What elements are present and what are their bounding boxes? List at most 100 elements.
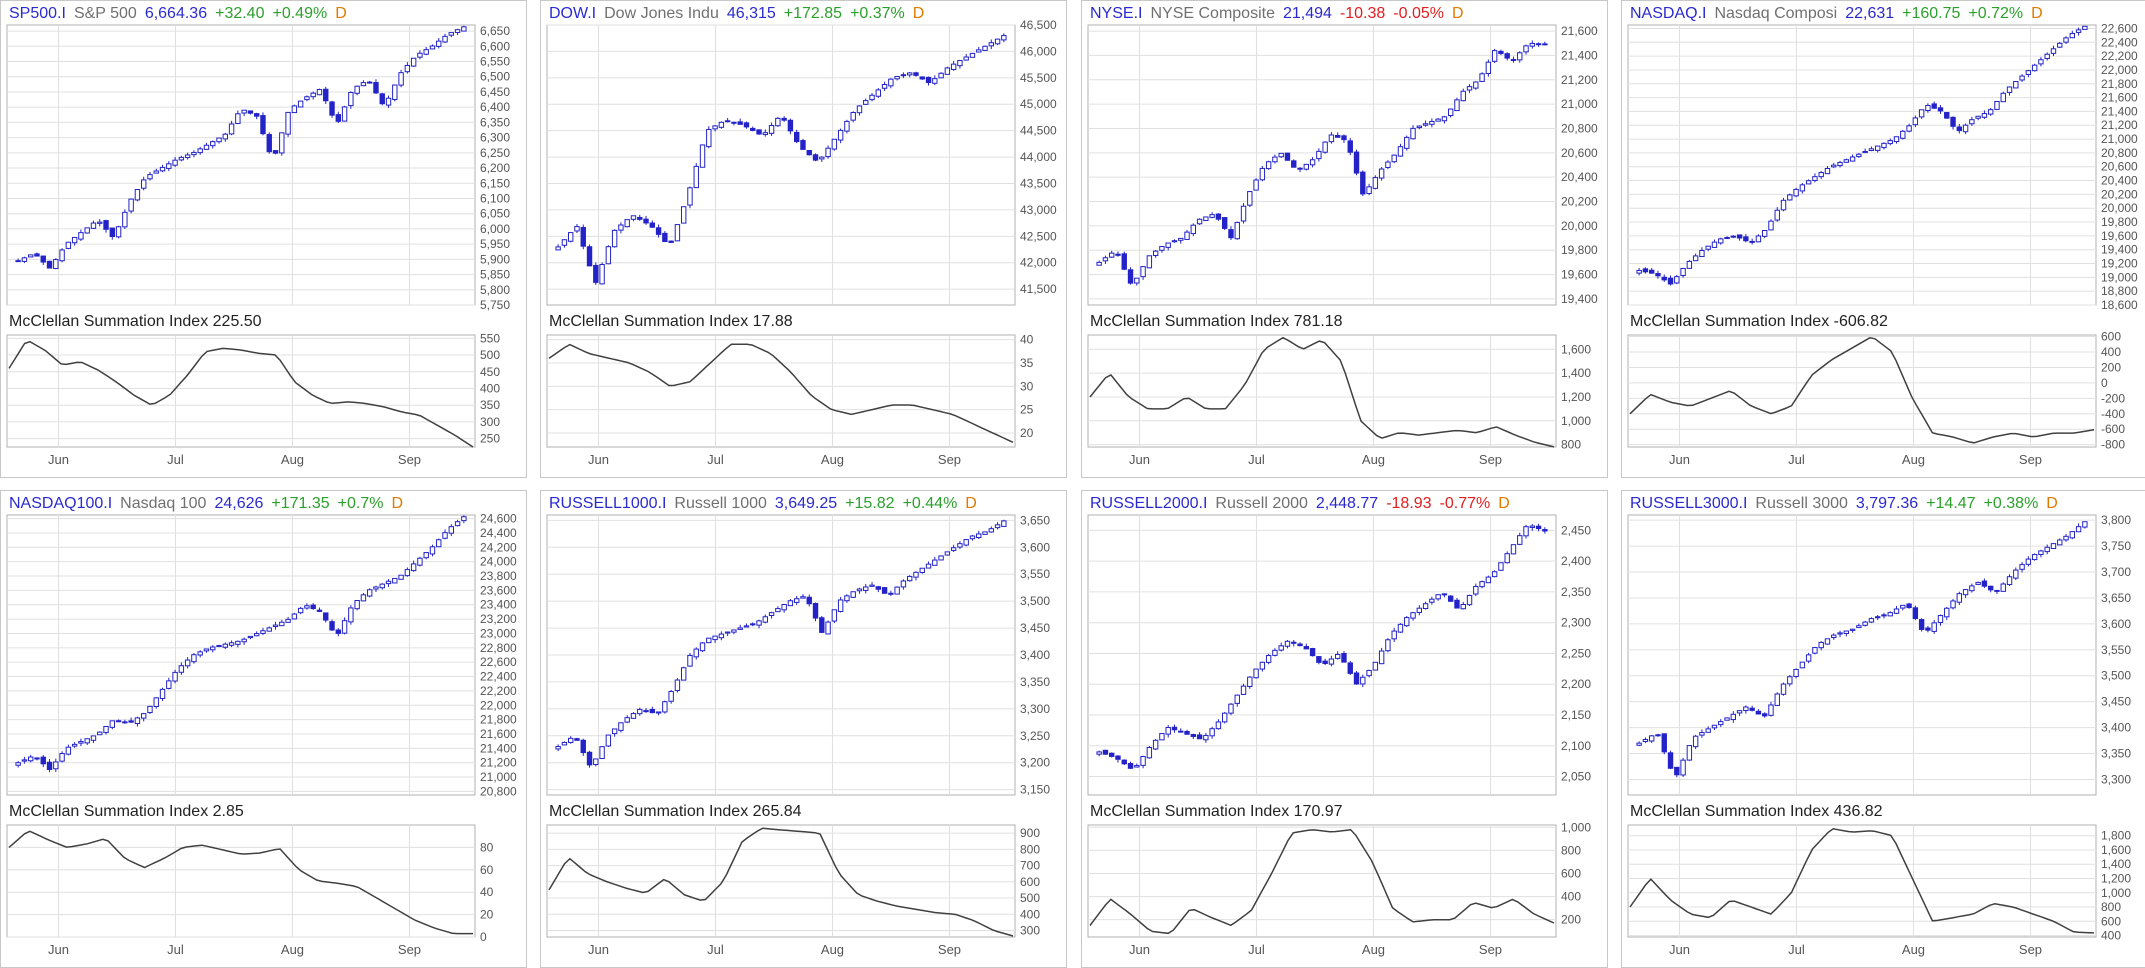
- candle: [461, 25, 467, 32]
- candle: [1115, 251, 1121, 257]
- candle: [1661, 274, 1667, 282]
- candle: [2050, 543, 2057, 550]
- month-tick-label: Sep: [2019, 452, 2042, 467]
- candle: [1950, 116, 1956, 130]
- last-price: 3,649.25: [774, 495, 838, 512]
- candle: [1831, 162, 1837, 169]
- candle: [266, 626, 272, 632]
- candle: [2075, 523, 2082, 533]
- symbol-label[interactable]: DOW.I: [549, 5, 597, 22]
- candle: [1498, 562, 1504, 571]
- candle: [1824, 638, 1831, 645]
- candle: [442, 33, 448, 43]
- price-and-mcsi-chart: 46,500 46,000 45,500 45,000 44,500 44,000 43,5…: [546, 18, 1057, 467]
- candle: [2025, 556, 2032, 567]
- candle: [1209, 726, 1215, 739]
- symbol-label[interactable]: NYSE.I: [1090, 5, 1143, 22]
- candle: [599, 746, 605, 760]
- candle: [1969, 116, 1975, 127]
- candle: [1485, 575, 1492, 584]
- candle: [1397, 143, 1404, 157]
- candle: [1843, 630, 1850, 637]
- price-tick-label: 3,550: [2101, 643, 2131, 657]
- price-tick-label: 19,200: [2101, 257, 2138, 271]
- candle: [348, 91, 354, 109]
- price-tick-label: 2,300: [1561, 616, 1591, 630]
- candle: [718, 121, 725, 129]
- candle: [1692, 253, 1699, 262]
- mcsi-tick-label: 500: [480, 348, 500, 362]
- candle: [1962, 589, 1969, 598]
- candle: [1121, 251, 1127, 271]
- chart-panel-dowi[interactable]: DOW.I Dow Jones Indu 46,315 +172.85 +0.37% D M…: [540, 0, 1067, 478]
- candle: [2075, 27, 2082, 36]
- price-tick-label: 45,500: [1020, 71, 1057, 85]
- symbol-label[interactable]: RUSSELL2000.I: [1090, 495, 1208, 512]
- candle: [731, 629, 737, 635]
- price-tick-label: 20,600: [2101, 160, 2138, 174]
- price-tick-label: 20,400: [2101, 174, 2138, 188]
- month-tick-label: Jul: [1248, 452, 1265, 467]
- candle: [1303, 163, 1310, 171]
- chart-panel-nasdaq100i[interactable]: NASDAQ100.I Nasdaq 100 24,626 +171.35 +0.7% D…: [0, 490, 527, 968]
- candle: [2025, 69, 2032, 78]
- chart-panel-russell2000i[interactable]: RUSSELL2000.I Russell 2000 2,448.77 -18.93-…: [1081, 490, 1608, 968]
- chart-panel-nasdaqi[interactable]: NASDAQ.I Nasdaq Composi 22,631 +160.75 +0.72…: [1621, 0, 2145, 478]
- candle: [1868, 617, 1875, 624]
- candle: [1316, 656, 1322, 665]
- candle: [1196, 732, 1203, 740]
- month-tick-label: Jul: [707, 452, 724, 467]
- price-tick-label: 6,600: [480, 39, 510, 53]
- symbol-label[interactable]: NASDAQ100.I: [9, 495, 113, 512]
- candle: [1517, 51, 1523, 63]
- candle: [1987, 107, 1994, 116]
- price-tick-label: 5,750: [480, 298, 510, 312]
- candle: [1893, 605, 1900, 615]
- candle: [1944, 112, 1950, 119]
- candle: [2006, 574, 2013, 587]
- candle: [1422, 601, 1429, 610]
- candle: [2038, 549, 2044, 558]
- month-tick-label: Sep: [2019, 942, 2042, 957]
- chart-panel-russell1000i[interactable]: RUSSELL1000.I Russell 1000 3,649.25 +15.82 +…: [540, 490, 1067, 968]
- symbol-label[interactable]: RUSSELL1000.I: [549, 495, 667, 512]
- symbol-label[interactable]: NASDAQ.I: [1630, 5, 1707, 22]
- candle: [15, 258, 21, 263]
- symbol-label[interactable]: SP500.I: [9, 5, 66, 22]
- candle: [210, 140, 216, 149]
- mcsi-tick-label: 500: [1020, 891, 1040, 905]
- mcsi-tick-label: 30: [1020, 379, 1034, 393]
- symbol-label[interactable]: RUSSELL3000.I: [1630, 495, 1748, 512]
- candle: [693, 163, 699, 189]
- last-price: 22,631: [1845, 5, 1895, 22]
- candle: [404, 62, 411, 74]
- candle: [712, 635, 718, 643]
- candle: [65, 744, 72, 756]
- candle: [1460, 601, 1466, 610]
- candle: [750, 622, 756, 627]
- candle: [944, 66, 951, 75]
- percent-change: +0.7%: [337, 495, 384, 512]
- candle: [781, 116, 787, 122]
- candle: [932, 556, 938, 566]
- candle: [310, 603, 316, 610]
- candle: [1460, 88, 1466, 102]
- candle: [1159, 246, 1165, 253]
- name-label: Dow Jones Indu: [604, 5, 719, 22]
- price-plot-frame: [6, 24, 476, 306]
- mcsi-line: [548, 827, 1014, 937]
- price-tick-label: 5,850: [480, 268, 510, 282]
- candle: [1152, 249, 1159, 258]
- chart-panel-sp500i[interactable]: SP500.I S&P 500 6,664.36 +32.40 +0.49% D McCle…: [0, 0, 527, 478]
- candle: [586, 750, 593, 768]
- mcsi-tick-label: 200: [2101, 360, 2121, 374]
- chart-panel-russell3000i[interactable]: RUSSELL3000.I Russell 3000 3,797.36 +14.47 +…: [1621, 490, 2145, 968]
- price-tick-label: 18,600: [2101, 298, 2138, 312]
- frequency-label: D: [391, 495, 404, 512]
- name-label: Nasdaq Composi: [1714, 5, 1838, 22]
- month-tick-label: Jul: [1788, 942, 1805, 957]
- candle: [21, 256, 28, 264]
- candle: [1862, 148, 1868, 154]
- chart-panel-nysei[interactable]: NYSE.I NYSE Composite 21,494 -10.38 -0.05% D M…: [1081, 0, 1608, 478]
- candle: [1730, 235, 1737, 239]
